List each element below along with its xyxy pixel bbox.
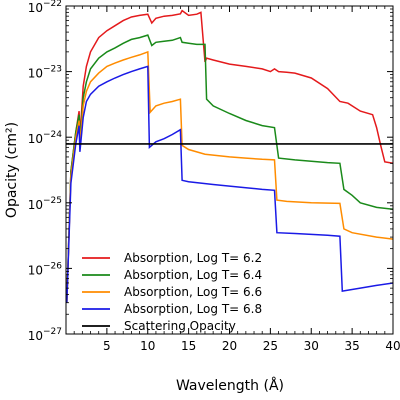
y-tick-label: 10−23 xyxy=(28,65,62,81)
plot-frame xyxy=(65,5,394,335)
series-line-3 xyxy=(66,50,394,303)
x-tick-label: 10 xyxy=(140,339,155,353)
legend-label-2: Absorption, Log T= 6.4 xyxy=(124,268,262,282)
series-line-4 xyxy=(66,65,394,303)
x-tick-label: 40 xyxy=(385,339,400,353)
labels-layer: Wavelength (Å) Opacity (cm²) xyxy=(4,122,284,394)
y-tick-label: 10−26 xyxy=(28,261,63,277)
legend-label-3: Absorption, Log T= 6.6 xyxy=(124,285,262,299)
x-tick-label: 35 xyxy=(344,339,359,353)
x-tick-label: 30 xyxy=(304,339,319,353)
legend-label-5: Scattering Opacity xyxy=(124,319,236,333)
series-line-2 xyxy=(66,34,394,303)
y-tick-label: 10−22 xyxy=(28,0,62,15)
legend-label-1: Absorption, Log T= 6.2 xyxy=(124,251,262,265)
y-axis-label: Opacity (cm²) xyxy=(4,122,20,218)
x-tick-label: 20 xyxy=(222,339,237,353)
y-tick-label: 10−25 xyxy=(28,196,62,212)
ticks-layer: 5 10 15 20 25 30 35 40 10−27 10−26 10−25 10−24 10−23… xyxy=(28,0,400,353)
legend-label-4: Absorption, Log T= 6.8 xyxy=(124,302,262,316)
y-tick-label: 10−27 xyxy=(28,327,62,343)
series-line-1 xyxy=(66,9,394,303)
legend: Absorption, Log T= 6.2 Absorption, Log T=… xyxy=(82,251,262,333)
x-axis-label: Wavelength (Å) xyxy=(176,377,284,394)
y-tick-label: 10−24 xyxy=(28,130,63,146)
x-tick-label: 5 xyxy=(103,339,111,353)
series-layer xyxy=(66,9,394,303)
x-tick-label: 15 xyxy=(181,339,196,353)
x-tick-label: 25 xyxy=(263,339,278,353)
